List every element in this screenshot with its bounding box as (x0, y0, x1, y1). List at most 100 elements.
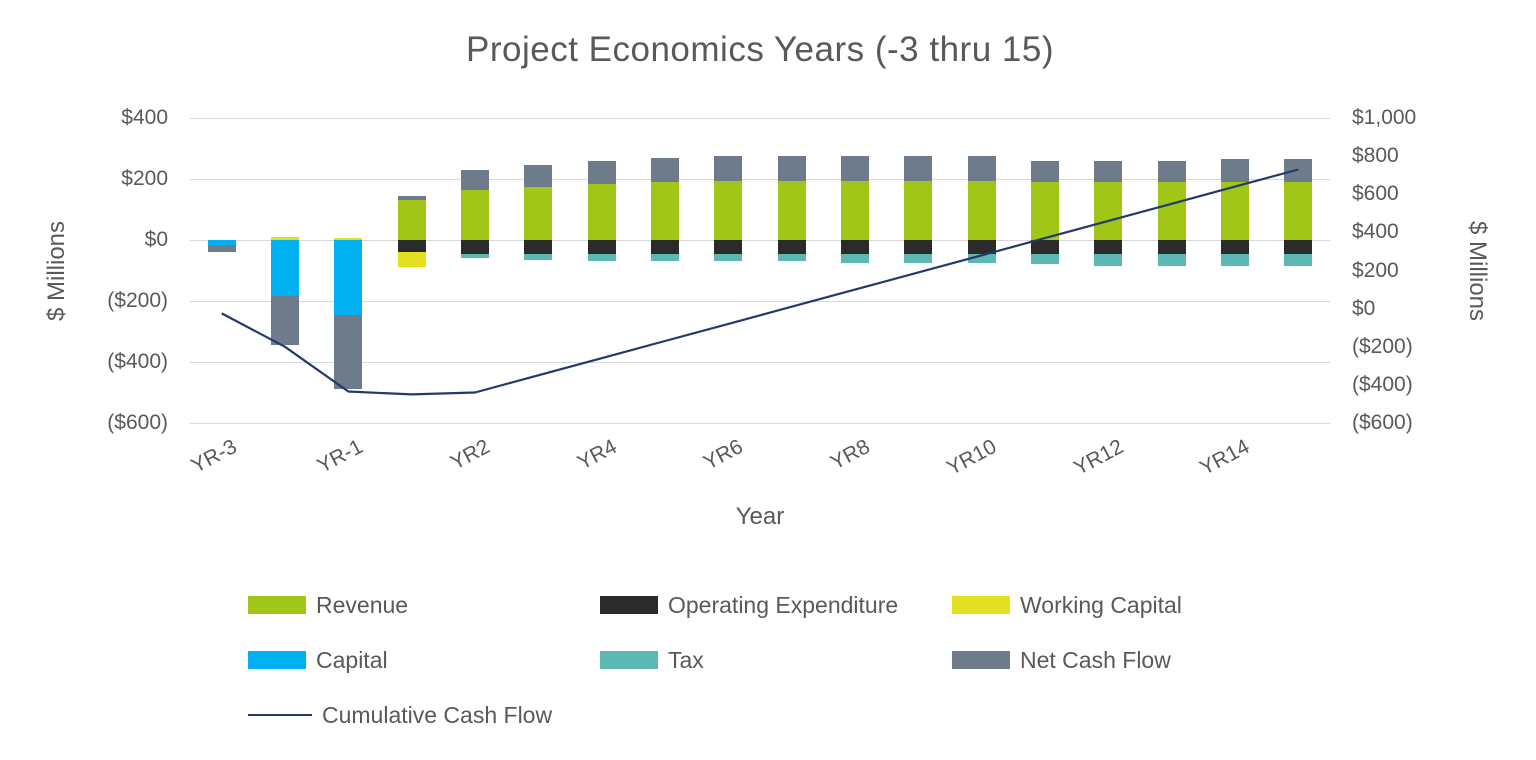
bar-net-cash-flow (651, 157, 679, 183)
legend-swatch-cumulative-cash-flow (248, 714, 312, 716)
bar-net-cash-flow (334, 314, 363, 390)
right-axis-tick: $200 (1352, 258, 1399, 282)
legend-label-capital: Capital (316, 646, 388, 673)
right-axis-tick: $1,000 (1352, 106, 1417, 129)
bar-tax (841, 253, 869, 263)
bar-operating-expenditure (524, 240, 553, 254)
bar-revenue (461, 189, 489, 240)
bar-tax (1094, 253, 1123, 266)
bar-operating-expenditure (587, 240, 616, 254)
right-axis-tick: $0 (1352, 296, 1376, 320)
bar-revenue (1094, 182, 1123, 240)
bar-capital (334, 240, 363, 315)
legend-swatch-revenue (248, 596, 306, 614)
bar-operating-expenditure (967, 240, 996, 254)
x-axis-tick-label: YR12 (1069, 435, 1128, 480)
bar-net-cash-flow (714, 156, 743, 181)
bar-tax (587, 253, 616, 262)
gridline (190, 301, 1330, 302)
bar-net-cash-flow (904, 156, 933, 181)
gridline (190, 423, 1330, 424)
left-axis-tick: ($400) (107, 350, 168, 373)
bar-operating-expenditure (1094, 240, 1123, 254)
legend-label-net-cash-flow: Net Cash Flow (1020, 646, 1171, 673)
bar-revenue (1157, 182, 1186, 240)
left-axis-tick: ($600) (107, 411, 168, 434)
bar-operating-expenditure (651, 240, 679, 254)
bar-revenue (904, 180, 933, 240)
legend-swatch-tax (600, 651, 658, 669)
legend-item-capital: Capital (248, 645, 388, 675)
bar-tax (461, 253, 489, 259)
left-axis-tick: $400 (121, 106, 168, 129)
bar-revenue (967, 180, 996, 240)
left-axis-tick: $200 (121, 167, 168, 190)
bar-revenue (1221, 182, 1249, 240)
x-axis-tick-label: YR6 (700, 435, 748, 475)
plot-area (190, 118, 1330, 424)
bar-operating-expenditure (461, 240, 489, 254)
right-axis-tick: $600 (1352, 182, 1399, 206)
bar-net-cash-flow (461, 169, 489, 190)
chart-title: Project Economics Years (-3 thru 15) (466, 30, 1054, 69)
legend-item-net-cash-flow: Net Cash Flow (952, 645, 1171, 675)
gridline (190, 179, 1330, 180)
bar-revenue (1031, 182, 1059, 240)
bar-tax (651, 253, 679, 262)
right-axis-tick: ($600) (1352, 411, 1413, 434)
right-axis-tick: ($200) (1352, 334, 1413, 358)
legend-item-cumulative-cash-flow: Cumulative Cash Flow (248, 700, 552, 730)
bar-operating-expenditure (1031, 240, 1059, 254)
bar-tax (967, 253, 996, 263)
gridline (190, 362, 1330, 363)
bar-net-cash-flow (841, 156, 869, 181)
legend-swatch-capital (248, 651, 306, 669)
bar-working-capital (397, 252, 426, 268)
bar-operating-expenditure (777, 240, 806, 254)
bar-operating-expenditure (1284, 240, 1313, 254)
bar-net-cash-flow (1221, 159, 1249, 183)
x-axis-tick-label: YR-3 (187, 435, 241, 478)
bar-net-cash-flow (1157, 160, 1186, 183)
right-axis-tick: $400 (1352, 220, 1399, 244)
bar-revenue (777, 180, 806, 240)
right-axis-title: $ Millions (1464, 220, 1491, 322)
bar-tax (714, 253, 743, 262)
legend-swatch-net-cash-flow (952, 651, 1010, 669)
bar-net-cash-flow (967, 156, 996, 181)
x-axis-tick-label: YR-1 (314, 435, 368, 478)
bar-revenue (714, 180, 743, 240)
gridline (190, 118, 1330, 119)
bar-net-cash-flow (777, 156, 806, 181)
bar-tax (777, 253, 806, 262)
legend-item-revenue: Revenue (248, 590, 408, 620)
bar-capital (271, 240, 299, 297)
bar-revenue (587, 183, 616, 240)
bar-working-capital (271, 236, 299, 240)
left-axis-tick: ($200) (107, 289, 168, 312)
bar-tax (1031, 253, 1059, 265)
bar-tax (524, 253, 553, 260)
bar-tax (1157, 253, 1186, 266)
x-axis-tick-label: YR2 (446, 435, 494, 475)
bar-tax (904, 253, 933, 263)
x-axis-tick-label: YR4 (573, 435, 621, 475)
x-axis-tick-label: YR10 (943, 435, 1001, 480)
bar-operating-expenditure (714, 240, 743, 254)
bar-operating-expenditure (841, 240, 869, 254)
bar-net-cash-flow (1094, 160, 1123, 183)
bar-revenue (397, 200, 426, 240)
right-axis-tick: $800 (1352, 144, 1399, 168)
legend-label-revenue: Revenue (316, 591, 409, 618)
right-axis-tick: ($400) (1352, 372, 1413, 396)
legend-item-working-capital: Working Capital (952, 590, 1182, 620)
bar-revenue (651, 182, 679, 240)
legend-item-tax: Tax (600, 645, 704, 675)
bar-revenue (524, 186, 553, 240)
legend-label-tax: Tax (668, 646, 704, 673)
legend-label-working-capital: Working Capital (1020, 591, 1182, 618)
bar-operating-expenditure (904, 240, 933, 254)
legend-item-operating-expenditure: Operating Expenditure (600, 590, 898, 620)
legend-swatch-working-capital (952, 596, 1010, 614)
